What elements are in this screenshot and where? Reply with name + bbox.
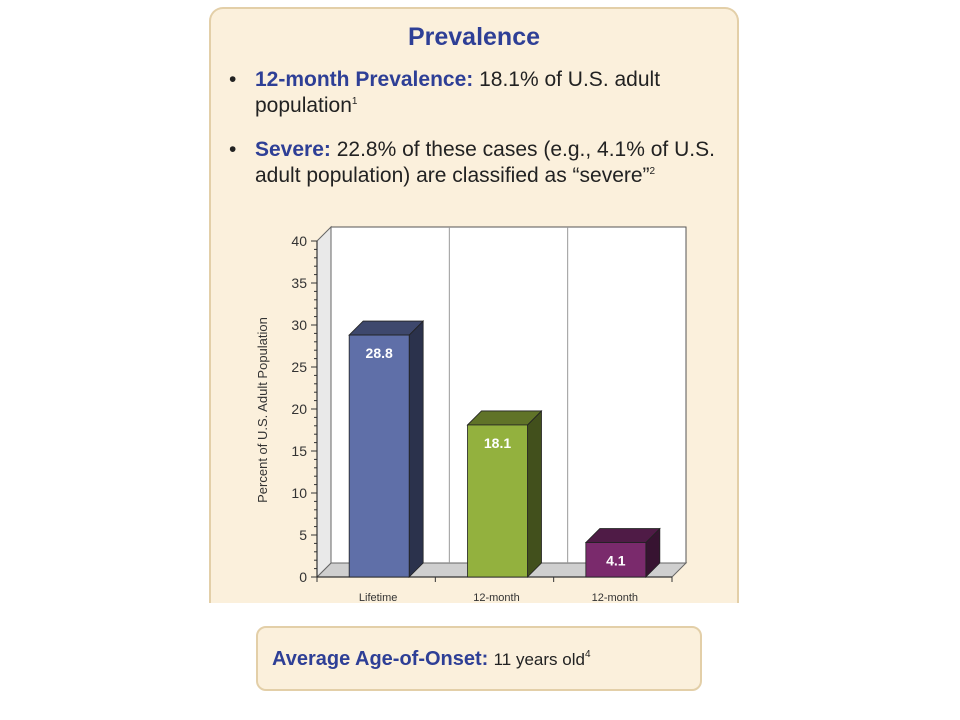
bullet-dot: • <box>229 138 237 161</box>
y-tick-label: 10 <box>291 485 307 501</box>
y-tick-label: 25 <box>291 359 307 375</box>
bullet-text: 12-month Prevalence: 18.1% of U.S. adult… <box>255 67 715 119</box>
bar <box>467 424 528 578</box>
y-tick-label: 15 <box>291 443 307 459</box>
bar-value-label: 28.8 <box>366 345 393 361</box>
footnote-ref: 4 <box>584 649 591 660</box>
footnote-ref: 1 <box>351 96 358 107</box>
y-tick-label: 40 <box>291 233 307 249</box>
x-tick-label: Lifetime <box>359 592 398 604</box>
bar-side <box>527 409 542 578</box>
age-of-onset-label: Average Age-of-Onset: <box>272 648 489 670</box>
bullet-body: 18.1% of U.S. adult population <box>255 68 661 117</box>
bullet-body: 22.8% of these cases (e.g., 4.1% of U.S.… <box>255 138 715 187</box>
bullet-dot: • <box>229 68 237 91</box>
bullet-label: Severe: <box>255 138 331 161</box>
y-tick-label: 30 <box>291 317 307 333</box>
bar <box>585 542 647 578</box>
footnote-ref: 2 <box>649 166 656 177</box>
bar-value-label: 18.1 <box>484 435 511 451</box>
age-of-onset-text: Average Age-of-Onset: 11 years old4 <box>272 648 591 671</box>
y-tick-label: 5 <box>299 527 307 543</box>
bar-side <box>408 320 424 578</box>
bullet-label: 12-month Prevalence: <box>255 68 474 91</box>
bar <box>348 334 410 578</box>
y-tick-label: 0 <box>299 569 307 585</box>
y-tick-label: 20 <box>291 401 307 417</box>
panel-title: Prevalence <box>407 23 541 51</box>
bar-value-label: 4.1 <box>606 553 626 569</box>
age-of-onset-value: 11 years old <box>493 650 585 669</box>
y-axis-label: Percent of U.S. Adult Population <box>255 317 270 503</box>
plot-side-wall <box>316 225 332 579</box>
age-of-onset-box: Average Age-of-Onset: 11 years old4 <box>256 626 702 691</box>
bullet-text: Severe: 22.8% of these cases (e.g., 4.1%… <box>255 137 715 189</box>
y-tick-label: 35 <box>291 275 307 291</box>
x-tick-label: 12-month <box>592 592 638 604</box>
x-tick-label: 12-month <box>473 592 519 604</box>
